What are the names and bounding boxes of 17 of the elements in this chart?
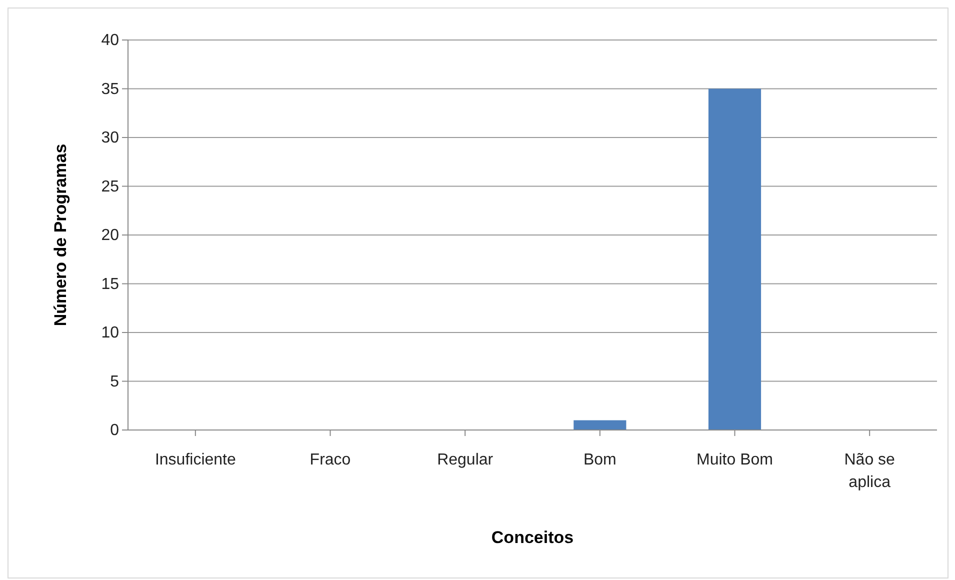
y-tick-label: 0 — [110, 422, 120, 440]
y-axis-title: Número de Programas — [51, 144, 70, 326]
x-tick-label: Fraco — [310, 452, 351, 469]
x-tick-label: Bom — [583, 452, 616, 469]
x-tick-label: Não se aplica — [844, 452, 896, 491]
y-tick-label: 10 — [101, 324, 120, 342]
x-tick-label: Muito Bom — [696, 452, 773, 469]
x-tick-label: Insuficiente — [154, 452, 236, 469]
y-tick-label: 15 — [101, 276, 120, 293]
y-tick-label: 35 — [101, 80, 120, 98]
y-tick-label: 25 — [101, 178, 120, 196]
y-tick-label: 30 — [101, 130, 120, 147]
y-tick-label: 5 — [110, 373, 120, 390]
x-tick-label: Regular — [437, 452, 494, 469]
y-tick-label: 40 — [101, 32, 120, 50]
y-tick-label: 20 — [101, 227, 120, 244]
x-axis-title: Conceitos — [491, 528, 574, 547]
